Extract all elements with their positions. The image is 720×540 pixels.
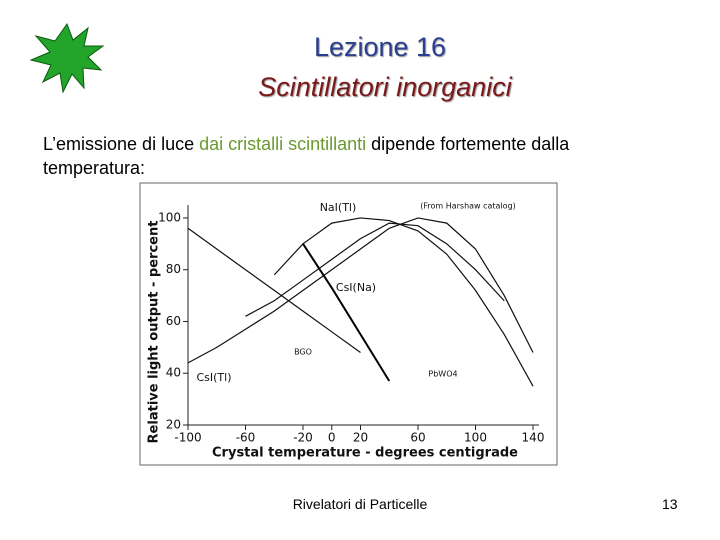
y-tick-label: 40 [166, 366, 181, 380]
series-label: CsI(Na) [336, 281, 376, 294]
body-text: L’emissione di luce dai cristalli scinti… [43, 132, 663, 180]
x-tick-label: 140 [522, 431, 545, 445]
y-axis-label: Relative light output - percent [147, 221, 162, 444]
y-tick-label: 100 [158, 210, 181, 224]
text: dipende fortemente dalla temperatura: [43, 134, 570, 178]
series-line [302, 243, 391, 382]
series-label: NaI(Tl) [320, 201, 357, 214]
footer: Rivelatori di Particelle [292, 496, 428, 512]
series-label: CsI(Tl) [196, 371, 231, 384]
x-tick-label: -100 [174, 431, 201, 445]
text: L’emissione di luce [43, 134, 200, 154]
y-tick-label: 60 [166, 314, 181, 328]
y-tick-label: 20 [166, 418, 181, 432]
x-axis-label: Crystal temperature - degrees centigrade [212, 446, 518, 461]
subtitle: Scintillatori inorganici [258, 72, 512, 102]
series-line [187, 217, 534, 364]
series-line [273, 217, 534, 387]
series-label: PbWO4 [428, 370, 457, 379]
series-line [245, 222, 505, 317]
y-tick-label: 80 [166, 262, 181, 276]
star-icon [29, 22, 105, 94]
chart-frame [139, 182, 558, 466]
x-tick-label: 60 [410, 431, 425, 445]
series-label: BGO [294, 348, 312, 357]
x-tick-label: 20 [353, 431, 368, 445]
annotation: (From Harshaw catalog) [420, 202, 516, 211]
page-number: 13 [662, 496, 678, 512]
x-tick-label: -60 [236, 431, 256, 445]
title: Lezione 16 [313, 32, 447, 62]
series-line [187, 227, 361, 354]
x-tick-label: 0 [328, 431, 336, 445]
x-tick-label: 100 [464, 431, 487, 445]
highlight: dai cristalli scintillanti [199, 134, 367, 154]
x-tick-label: -20 [293, 431, 313, 445]
